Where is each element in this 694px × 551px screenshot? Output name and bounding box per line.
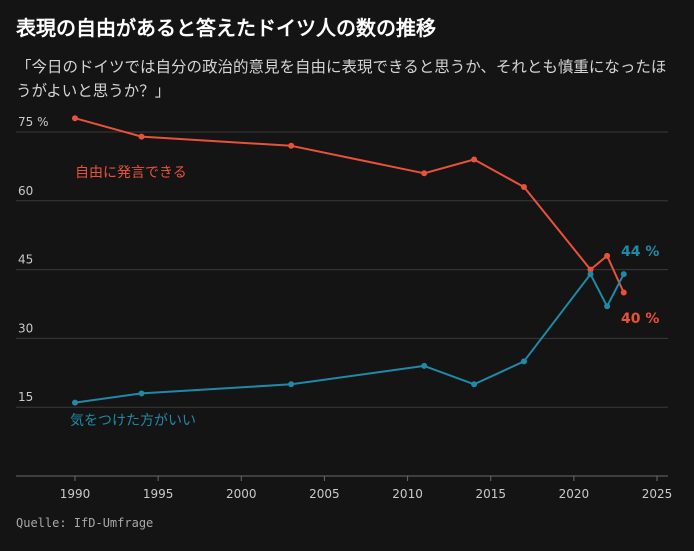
x-tick-label-2020: 2020 — [559, 487, 590, 501]
series-line-free — [74, 117, 625, 293]
y-tick-label-75: 75 % — [18, 115, 49, 129]
data-point-careful-2003 — [288, 381, 295, 388]
data-point-careful-2021 — [587, 271, 594, 278]
y-tick-label-60: 60 — [18, 184, 33, 198]
x-tick-label-2005: 2005 — [309, 487, 340, 501]
series-label-free: 自由に発言できる — [75, 165, 187, 181]
data-point-free-2021 — [587, 266, 594, 273]
data-point-free-2011 — [421, 170, 428, 177]
x-tick-label-2025: 2025 — [642, 487, 673, 501]
data-point-careful-2023 — [620, 271, 627, 278]
chart-title: 表現の自由があると答えたドイツ人の数の推移 — [16, 16, 436, 40]
data-point-careful-2014 — [471, 381, 478, 388]
data-point-free-2003 — [288, 142, 295, 149]
data-point-free-2023 — [620, 289, 627, 296]
data-point-careful-2017 — [520, 358, 527, 365]
chart-subtitle: 「今日のドイツでは自分の政治的意見を自由に表現できると思うか、それとも慎重になっ… — [16, 58, 667, 100]
end-value-label-free: 40 % — [621, 311, 659, 327]
y-tick-label-30: 30 — [18, 321, 33, 335]
series-label-careful: 気をつけた方がいい — [70, 413, 196, 429]
data-point-free-2017 — [520, 184, 527, 191]
x-tick-label-2010: 2010 — [392, 487, 423, 501]
data-point-free-2014 — [471, 156, 478, 163]
y-tick-label-15: 15 — [18, 390, 33, 404]
x-tick-label-2015: 2015 — [475, 487, 506, 501]
data-point-careful-2011 — [421, 362, 428, 369]
end-value-label-careful: 44 % — [621, 244, 659, 260]
data-point-free-2022 — [604, 252, 611, 259]
x-tick-label-2000: 2000 — [226, 487, 257, 501]
y-tick-label-45: 45 — [18, 253, 33, 267]
data-point-free-1994 — [138, 133, 145, 140]
data-point-free-1990 — [72, 115, 78, 122]
x-tick-label-1990: 1990 — [60, 487, 91, 501]
source-note: Quelle: IfD-Umfrage — [16, 516, 154, 530]
x-tick-label-1995: 1995 — [143, 487, 174, 501]
data-point-careful-2022 — [604, 303, 611, 310]
data-point-careful-1990 — [72, 399, 78, 406]
data-point-careful-1994 — [138, 390, 145, 397]
